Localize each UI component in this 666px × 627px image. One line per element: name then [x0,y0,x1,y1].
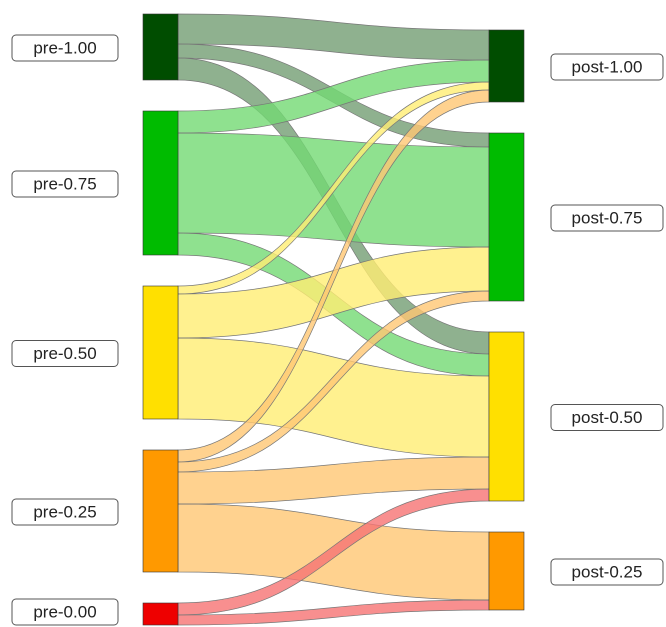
links [177,13,490,626]
label-box [11,498,119,526]
node [488,331,525,502]
node [142,285,179,420]
label-box [550,53,664,81]
label-box [550,204,664,232]
node-label: post-1.00 [572,57,643,76]
label-box [11,340,119,367]
node [488,132,525,302]
node-label: pre-0.00 [33,602,96,621]
node-label: pre-0.50 [33,344,96,363]
node [142,602,179,626]
node [142,110,179,256]
node-label: post-0.50 [572,408,643,427]
label-box [550,404,664,431]
label-box [11,170,119,198]
node [488,29,525,103]
node [142,13,179,81]
node-label: pre-0.75 [33,174,96,193]
label-box [11,598,119,626]
label-box [11,34,119,62]
node-label: pre-1.00 [33,38,96,57]
node [488,531,525,611]
node-label: post-0.75 [572,208,643,227]
node [142,449,179,573]
node-label: post-0.25 [572,562,643,581]
label-box [550,558,664,586]
node-label: pre-0.25 [33,502,96,521]
